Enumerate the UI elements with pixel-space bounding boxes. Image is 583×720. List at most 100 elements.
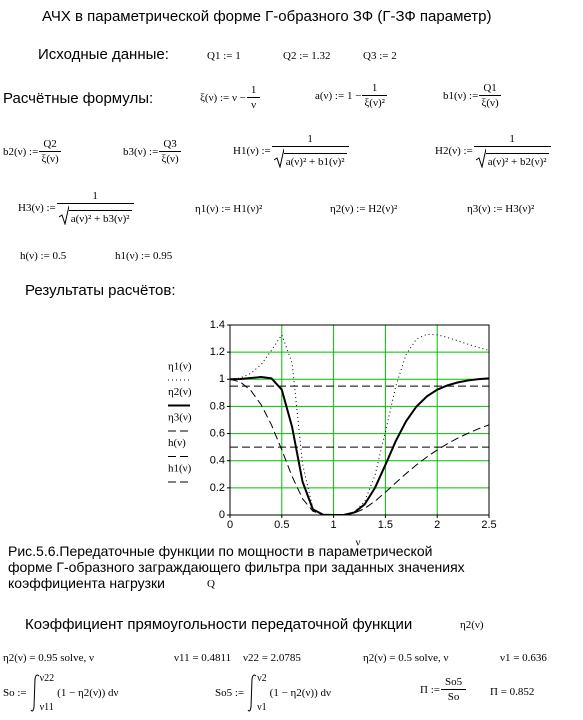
radical-path: [58, 205, 69, 225]
integral-path: [30, 674, 39, 712]
section-label: Исходные данные:: [38, 46, 169, 63]
integral: So5 := ν2 ν1 (1 − η2(ν)) dν: [215, 673, 331, 713]
numerator: 1: [271, 133, 349, 147]
integral-sign: ν22 ν11: [30, 673, 55, 713]
limits: ν2 ν1: [257, 673, 267, 713]
assignment: Q1 := 1: [207, 50, 241, 62]
formula-lhs: η2(ν) := H2(ν)²: [330, 203, 398, 215]
formula-lhs: b3(ν) :=: [123, 145, 159, 158]
formula-lhs: ξ(ν) := ν −: [200, 91, 246, 104]
radical: [58, 205, 69, 225]
lower-limit: ν11: [39, 702, 54, 713]
limits: ν22 ν11: [40, 673, 55, 713]
denominator-box: ν: [251, 98, 256, 111]
radical: [475, 148, 486, 168]
denominator: a(ν)² + b1(ν)²: [283, 153, 347, 168]
formula: η1(ν) := H1(ν)²: [195, 203, 262, 215]
integral-glyph: [30, 674, 39, 712]
formula: η2(ν) := H2(ν)²: [330, 203, 397, 215]
fraction: 1 a(ν)² + b2(ν)²: [473, 133, 551, 168]
integral-sign: ν2 ν1: [247, 673, 267, 713]
y-tick-label: 0.6: [210, 427, 225, 439]
integral-lhs: So5 :=: [215, 687, 245, 699]
solve-result: ν11 = 0.4811: [174, 652, 232, 664]
legend-label: η3(ν): [168, 412, 192, 424]
formula: H3(ν) := 1 a(ν)² + b3(ν)²: [18, 190, 134, 225]
x-tick-label: 0.5: [274, 519, 289, 531]
integral-lhs: So :=: [3, 687, 27, 699]
numerator: Q1: [479, 82, 501, 96]
title: АЧХ в параметрической форме Г-образного …: [42, 8, 492, 25]
formula-lhs: b1(ν) :=: [443, 89, 479, 102]
formula-lhs: b2(ν) :=: [3, 145, 39, 158]
solve-result: ν22 = 2.0785: [243, 652, 301, 664]
series-line: [230, 378, 489, 515]
fraction: Q2 ξ(ν): [39, 138, 61, 165]
y-tick-label: 0: [219, 509, 225, 521]
legend-label: h(ν): [168, 437, 186, 449]
series-line: [230, 333, 489, 515]
formula: η3(ν) := H3(ν)²: [467, 203, 534, 215]
formula-lhs: H2(ν) :=: [435, 144, 473, 157]
formula: h(ν) := 0.5: [20, 250, 66, 262]
formula: a(ν) := 1 −1 ξ(ν)²: [315, 82, 387, 109]
fraction: Q1 ξ(ν): [479, 82, 501, 109]
denominator: So: [447, 691, 460, 703]
radical-path: [273, 148, 284, 168]
formula: b1(ν) := Q1 ξ(ν): [443, 82, 501, 109]
integrand: (1 − η2(ν)) dν: [269, 687, 331, 699]
assignment: Q3 := 2: [363, 50, 397, 62]
radical: [273, 148, 284, 168]
fraction: 1 a(ν)² + b1(ν)²: [271, 133, 349, 168]
fraction: 1 ξ(ν)²: [362, 82, 387, 109]
plot-frame: [229, 324, 490, 516]
solve-result: ν1 = 0.636: [500, 652, 547, 664]
y-tick-label: 0.4: [210, 455, 225, 467]
numerator: 1: [246, 84, 261, 98]
formula-lhs: H1(ν) :=: [233, 144, 271, 157]
formula-lhs: h1(ν) := 0.95: [115, 250, 173, 262]
denominator-box: a(ν)² + b2(ν)²: [475, 147, 549, 168]
section-label: Результаты расчётов:: [25, 282, 176, 299]
formula: H1(ν) := 1 a(ν)² + b1(ν)²: [233, 133, 349, 168]
x-tick-label: 0: [227, 519, 233, 531]
solve: η2(ν) = 0.95 solve, ν: [3, 652, 94, 664]
formula: b3(ν) := Q3 ξ(ν): [123, 138, 181, 165]
denominator: ν: [251, 99, 257, 111]
legend-label: h1(ν): [168, 463, 192, 475]
x-tick-label: 1.5: [378, 519, 393, 531]
ratio-lhs: Π :=: [420, 683, 440, 696]
integral-glyph: [247, 674, 257, 712]
y-tick-label: 0.2: [210, 482, 225, 494]
legend-label: η1(ν): [168, 361, 192, 373]
caption: форме Г-образного заграждающего фильтра …: [8, 559, 465, 575]
integral-path: [247, 674, 257, 712]
numerator: Q2: [39, 138, 61, 152]
numerator: 1: [362, 82, 387, 96]
denominator: a(ν)² + b3(ν)²: [68, 210, 132, 225]
denominator: ξ(ν)²: [364, 97, 385, 109]
radical-path: [475, 148, 486, 168]
x-tick-label: 2: [434, 519, 440, 531]
denominator-box: a(ν)² + b3(ν)²: [58, 204, 132, 225]
ratio: Π := So5 So: [420, 676, 467, 703]
numerator: 1: [56, 190, 134, 204]
section-label: Расчётные формулы:: [3, 90, 154, 107]
denominator-box: ξ(ν)²: [364, 96, 385, 109]
integrand: (1 − η2(ν)) dν: [57, 687, 119, 699]
formula-lhs: η1(ν) := H1(ν)²: [195, 203, 263, 215]
caption: Рис.5.6.Передаточные функции по мощности…: [8, 543, 433, 559]
caption-symbol: Q: [207, 578, 215, 590]
formula-lhs: H3(ν) :=: [18, 201, 56, 214]
y-tick-label: 0.8: [210, 400, 225, 412]
denominator: ξ(ν): [41, 153, 59, 165]
series-line: [230, 376, 489, 515]
denominator: ξ(ν): [481, 97, 499, 109]
function: η2(ν): [460, 619, 484, 631]
upper-limit: ν22: [39, 673, 55, 684]
formula: b2(ν) := Q2 ξ(ν): [3, 138, 61, 165]
denominator-box: ξ(ν): [161, 152, 178, 165]
formula: H2(ν) := 1 a(ν)² + b2(ν)²: [435, 133, 551, 168]
